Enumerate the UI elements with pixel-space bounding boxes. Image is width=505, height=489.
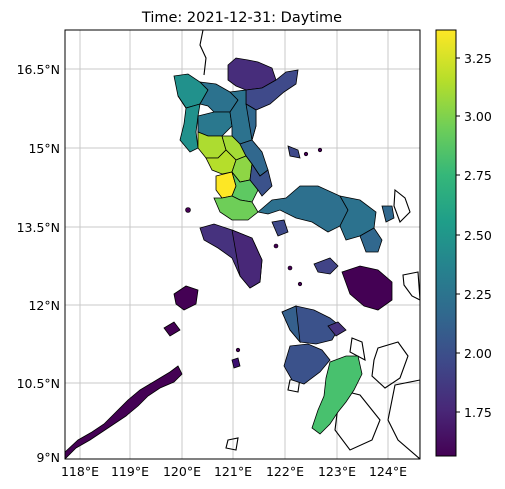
lon-tick-label: 120°E xyxy=(163,464,201,479)
colorbar-tick-label: 1.75 xyxy=(464,405,492,420)
lat-ticks: 16.5°N 15°N 13.5°N 12°N 10.5°N 9°N xyxy=(17,62,60,465)
region-masbate xyxy=(313,257,339,275)
colorbar-tick-label: 2.50 xyxy=(464,228,492,243)
lat-tick-label: 10.5°N xyxy=(17,376,60,391)
colorbar: 3.25 3.00 2.75 2.50 2.25 2.00 1.75 xyxy=(435,29,492,457)
region-samar xyxy=(341,265,393,311)
region-quezon xyxy=(249,162,273,197)
region-batangas xyxy=(213,195,259,221)
choropleth-regions xyxy=(65,57,395,459)
region-marinduque xyxy=(271,219,289,237)
region-panay-west xyxy=(281,305,301,344)
lon-tick-label: 121°E xyxy=(214,464,252,479)
colorbar-tick-label: 3.25 xyxy=(464,51,492,66)
lon-ticks: 118°E 119°E 120°E 121°E 122°E 123°E 124°… xyxy=(61,464,407,479)
island-dots xyxy=(185,147,323,353)
lat-tick-label: 15°N xyxy=(28,141,60,156)
region-guimaras xyxy=(327,321,347,337)
map-title: Time: 2021-12-31: Daytime xyxy=(141,10,342,26)
lat-tick-label: 12°N xyxy=(28,298,60,313)
lon-tick-label: 118°E xyxy=(61,464,99,479)
lat-tick-label: 9°N xyxy=(36,450,60,465)
region-palawan xyxy=(65,365,183,459)
region-cuyo xyxy=(231,357,241,369)
colorbar-tick-label: 2.25 xyxy=(464,287,492,302)
lat-tick-label: 16.5°N xyxy=(17,62,60,77)
region-calamian xyxy=(163,321,181,337)
lon-tick-label: 119°E xyxy=(111,464,149,479)
colorbar-gradient xyxy=(435,29,457,457)
region-cebu xyxy=(311,355,363,435)
region-mindoro-east xyxy=(231,229,263,289)
lat-tick-label: 13.5°N xyxy=(17,220,60,235)
map-frame xyxy=(64,29,421,460)
lon-tick-label: 122°E xyxy=(266,464,304,479)
lon-tick-label: 123°E xyxy=(318,464,356,479)
region-sorsogon xyxy=(359,227,383,253)
region-negros xyxy=(283,343,331,385)
colorbar-tick-label: 2.75 xyxy=(464,168,492,183)
colorbar-tick-label: 3.00 xyxy=(464,109,492,124)
region-polillo xyxy=(287,145,301,159)
region-palawan-north xyxy=(173,285,199,311)
lon-tick-label: 124°E xyxy=(369,464,407,479)
colorbar-tick-label: 2.00 xyxy=(464,346,492,361)
region-catanduanes xyxy=(381,205,395,223)
